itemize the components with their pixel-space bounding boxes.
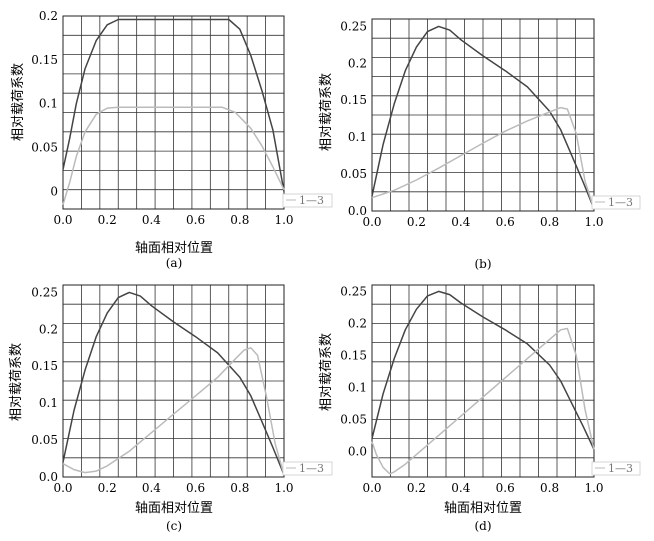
y-tick-label: 0.2	[39, 9, 58, 23]
series-line-2	[371, 327, 595, 475]
y-tick-label: 0.05	[340, 167, 367, 181]
y-tick-label: 0.2	[348, 56, 367, 70]
y-tick-label: 0.25	[340, 284, 367, 298]
x-tick-label: 1.0	[274, 481, 293, 495]
x-tick-label: 0.6	[496, 215, 515, 229]
plot-frame	[62, 284, 285, 478]
y-tick-label: 0.05	[31, 141, 58, 155]
series-line-2	[62, 347, 285, 476]
y-tick-label: 0.1	[39, 97, 58, 111]
y-tick-label: 0.0	[348, 444, 367, 458]
legend-item: 1—3	[608, 196, 633, 209]
series-line-1	[371, 25, 595, 210]
y-tick-label: 0.05	[31, 433, 58, 447]
x-tick-label: 0.0	[362, 481, 381, 495]
panel-a: 0 0.05 0.1 0.15 0.2 0.0 0.2 0.4 0.6 0.8 1.0 轴面相对位…	[11, 9, 333, 270]
x-tick-label: 1.0	[584, 215, 603, 229]
legend: 1—3	[591, 461, 641, 476]
x-axis-label: 轴面相对位置	[135, 241, 213, 256]
series-line-2	[62, 106, 285, 205]
plot-frame	[62, 15, 285, 210]
legend-item: 1—3	[608, 462, 633, 475]
x-tick-label: 1.0	[584, 481, 603, 495]
y-axis-label: 相对载荷系数	[319, 73, 334, 151]
panel-label: (a)	[166, 256, 183, 270]
y-tick-label: 0.2	[348, 316, 367, 330]
panel-label: (c)	[166, 519, 182, 533]
x-tick-label: 0.0	[362, 215, 381, 229]
panel-b: 0.0 0.05 0.1 0.15 0.2 0.25 0.0 0.2 0.4 0.6 0.8 1.0…	[319, 18, 641, 271]
panel-c: 0.0 0.05 0.1 0.15 0.2 0.25 0.0 0.2 0.4 0.6 0.8 1.0…	[9, 284, 333, 533]
y-tick-label: 0.15	[31, 359, 58, 373]
legend-item: 1—3	[299, 462, 324, 475]
x-tick-label: 0.2	[98, 481, 117, 495]
legend-item: 1—3	[299, 194, 324, 207]
x-tick-label: 0.4	[142, 213, 161, 227]
x-axis-label: 轴面相对位置	[135, 501, 213, 516]
x-tick-label: 0.4	[451, 215, 470, 229]
y-axis-label: 相对载荷系数	[319, 333, 334, 411]
y-tick-label: 0.0	[39, 470, 58, 484]
series-line-1	[62, 18, 285, 192]
y-axis-label: 相对载荷系数	[11, 63, 26, 141]
x-tick-label: 0.6	[496, 481, 515, 495]
y-tick-label: 0.15	[340, 348, 367, 362]
y-axis-label: 相对载荷系数	[9, 343, 24, 421]
legend: 1—3	[282, 193, 333, 208]
y-tick-label: 0.0	[348, 204, 367, 218]
x-axis-label: 轴面相对位置	[444, 501, 522, 516]
series-line-2	[371, 106, 595, 210]
x-tick-label: 0.4	[142, 481, 161, 495]
legend-box	[591, 461, 641, 476]
y-tick-label: 0.2	[39, 322, 58, 336]
x-tick-label: 0.0	[53, 481, 72, 495]
plot-frame	[371, 18, 595, 212]
y-tick-label: 0.05	[340, 412, 367, 426]
x-tick-label: 0.6	[186, 481, 205, 495]
x-tick-label: 0.2	[407, 215, 426, 229]
x-tick-label: 1.0	[274, 213, 293, 227]
plot-frame	[371, 284, 595, 478]
x-tick-label: 0.8	[540, 481, 559, 495]
y-tick-label: 0.25	[340, 19, 367, 33]
x-tick-label: 0.8	[230, 213, 249, 227]
y-tick-label: 0.1	[348, 380, 367, 394]
x-tick-label: 0.6	[186, 213, 205, 227]
legend: 1—3	[591, 195, 641, 210]
panel-label: (b)	[474, 257, 491, 271]
x-tick-label: 0.2	[407, 481, 426, 495]
y-tick-label: 0.1	[348, 130, 367, 144]
y-tick-label: 0	[50, 184, 58, 198]
legend-box	[282, 193, 333, 208]
legend: 1—3	[282, 461, 333, 476]
series-line-1	[62, 291, 285, 476]
y-tick-label: 0.1	[39, 396, 58, 410]
y-tick-label: 0.15	[31, 53, 58, 67]
x-tick-label: 0.0	[53, 213, 72, 227]
panel-d: 0.0 0.05 0.1 0.15 0.2 0.25 0.0 0.2 0.4 0.6 0.8 1.0…	[319, 284, 641, 533]
legend-box	[282, 461, 333, 476]
legend-box	[591, 195, 641, 210]
x-tick-label: 0.2	[98, 213, 117, 227]
y-tick-label: 0.15	[340, 93, 367, 107]
x-tick-label: 0.8	[540, 215, 559, 229]
panel-label: (d)	[474, 519, 491, 533]
series-line-1	[371, 290, 595, 450]
y-tick-label: 0.25	[31, 285, 58, 299]
x-tick-label: 0.8	[230, 481, 249, 495]
x-tick-label: 0.4	[451, 481, 470, 495]
